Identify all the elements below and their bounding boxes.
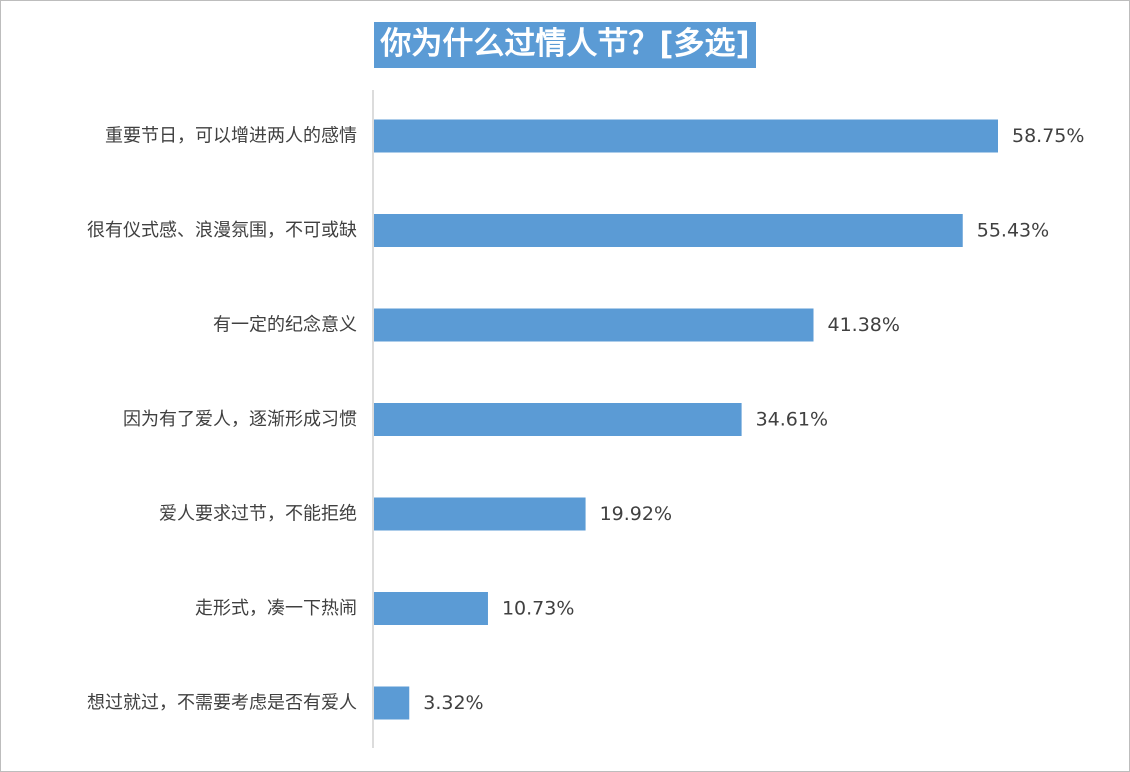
category-label-7: 想过就过，不需要考虑是否有爱人 <box>87 693 357 714</box>
bar-2 <box>374 214 963 247</box>
category-label-1: 重要节日，可以增进两人的感情 <box>105 126 357 147</box>
value-label-2: 55.43% <box>977 220 1049 242</box>
value-labels-group: 58.75% 55.43% 41.38% 34.61% 19.92% 10.73% 3.32… <box>423 125 1084 714</box>
value-label-3: 41.38% <box>828 314 900 336</box>
value-label-7: 3.32% <box>423 692 483 714</box>
title-wrap: 你为什么过情人节？[多选] <box>0 22 1130 68</box>
category-label-4: 因为有了爱人，逐渐形成习惯 <box>123 409 357 430</box>
value-label-1: 58.75% <box>1012 125 1084 147</box>
category-label-2: 很有仪式感、浪漫氛围，不可或缺 <box>87 220 357 241</box>
bar-6 <box>374 592 488 625</box>
category-label-5: 爱人要求过节，不能拒绝 <box>159 504 357 525</box>
bar-5 <box>374 497 586 531</box>
chart-title: 你为什么过情人节？[多选] <box>374 22 756 68</box>
category-label-6: 走形式，凑一下热闹 <box>195 598 357 619</box>
category-labels-group: 重要节日，可以增进两人的感情很有仪式感、浪漫氛围，不可或缺有一定的纪念意义因为有… <box>87 126 357 714</box>
bar-3 <box>374 308 814 342</box>
bars-group <box>374 119 998 720</box>
category-label-3: 有一定的纪念意义 <box>213 314 357 336</box>
value-label-6: 10.73% <box>502 598 574 620</box>
value-label-5: 19.92% <box>600 503 672 525</box>
bar-7 <box>374 686 410 720</box>
value-label-4: 34.61% <box>756 409 828 431</box>
bar-1 <box>374 119 998 153</box>
bar-4 <box>374 403 742 436</box>
